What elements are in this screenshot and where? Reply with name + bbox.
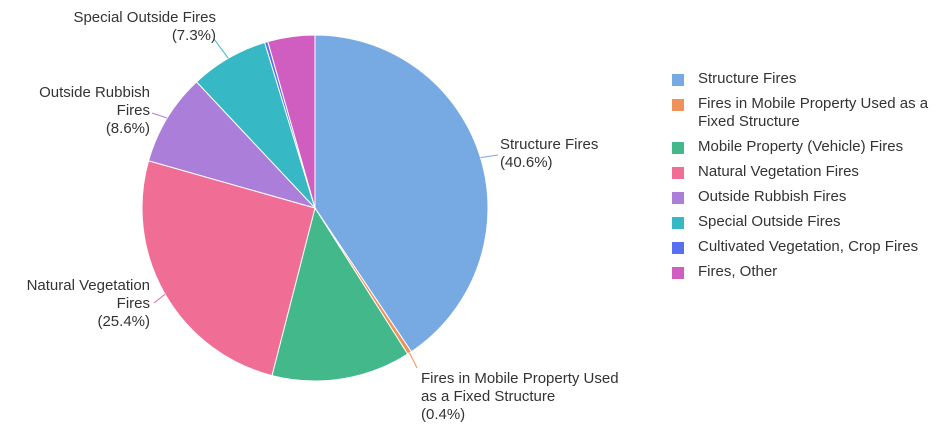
pie-slice-mobile-property-vehicle-fires bbox=[271, 206, 409, 382]
slice-callout-label: (7.3%) bbox=[172, 27, 216, 44]
legend-item[interactable]: Mobile Property (Vehicle) Fires bbox=[672, 138, 934, 156]
legend-label: Fires in Mobile Property Used as a Fixed… bbox=[698, 95, 929, 130]
legend-item[interactable]: Fires, Other bbox=[672, 263, 934, 281]
slice-callout-label: (0.4%) bbox=[421, 406, 465, 423]
callout-leader-line bbox=[480, 154, 499, 159]
legend-swatch bbox=[672, 267, 684, 279]
legend-swatch bbox=[672, 142, 684, 154]
slice-callout-label: as a Fixed Structure bbox=[421, 388, 555, 405]
callout-leader-line bbox=[153, 293, 166, 304]
legend-item[interactable]: Cultivated Vegetation, Crop Fires bbox=[672, 238, 934, 256]
legend-swatch bbox=[672, 217, 684, 229]
legend-label: Special Outside Fires bbox=[698, 213, 841, 230]
legend-label: Structure Fires bbox=[698, 70, 797, 87]
legend-swatch bbox=[672, 74, 684, 86]
slice-callout-label: Fires bbox=[117, 102, 150, 119]
legend-item[interactable]: Special Outside Fires bbox=[672, 213, 934, 231]
slice-callout-label: Fires in Mobile Property Used bbox=[421, 370, 619, 387]
chart-legend: Structure Fires Fires in Mobile Property … bbox=[672, 70, 934, 288]
legend-item[interactable]: Fires in Mobile Property Used as a Fixed… bbox=[672, 95, 934, 131]
callout-leader-line bbox=[409, 352, 418, 369]
legend-label: Outside Rubbish Fires bbox=[698, 188, 847, 205]
legend-swatch bbox=[672, 192, 684, 204]
legend-item[interactable]: Structure Fires bbox=[672, 70, 934, 88]
pie-slice-structure-fires bbox=[314, 34, 489, 353]
slice-callout-label: Structure Fires bbox=[500, 136, 598, 153]
legend-swatch bbox=[672, 242, 684, 254]
legend-item[interactable]: Natural Vegetation Fires bbox=[672, 163, 934, 181]
legend-label: Natural Vegetation Fires bbox=[698, 163, 859, 180]
callout-leader-line bbox=[151, 112, 168, 119]
legend-label: Mobile Property (Vehicle) Fires bbox=[698, 138, 904, 155]
callout-leader-line bbox=[213, 38, 229, 59]
legend-label: Fires, Other bbox=[698, 263, 778, 280]
legend-label: Cultivated Vegetation, Crop Fires bbox=[698, 238, 919, 255]
slice-callout-label: Outside Rubbish bbox=[39, 84, 150, 101]
slice-callout-label: (40.6%) bbox=[500, 154, 553, 171]
slice-callout-label: (25.4%) bbox=[97, 313, 150, 330]
legend-swatch bbox=[672, 99, 684, 111]
pie-slice-outside-rubbish-fires bbox=[147, 81, 317, 209]
legend-swatch bbox=[672, 167, 684, 179]
slice-callout-label: Fires bbox=[117, 295, 150, 312]
pie-slice-fires-other bbox=[267, 34, 316, 209]
slice-callout-label: Natural Vegetation bbox=[27, 277, 150, 294]
slice-callout-label: (8.6%) bbox=[106, 120, 150, 137]
slice-callout-label: Special Outside Fires bbox=[73, 9, 216, 26]
legend-item[interactable]: Outside Rubbish Fires bbox=[672, 188, 934, 206]
pie-slice-natural-vegetation-fires bbox=[141, 160, 316, 377]
